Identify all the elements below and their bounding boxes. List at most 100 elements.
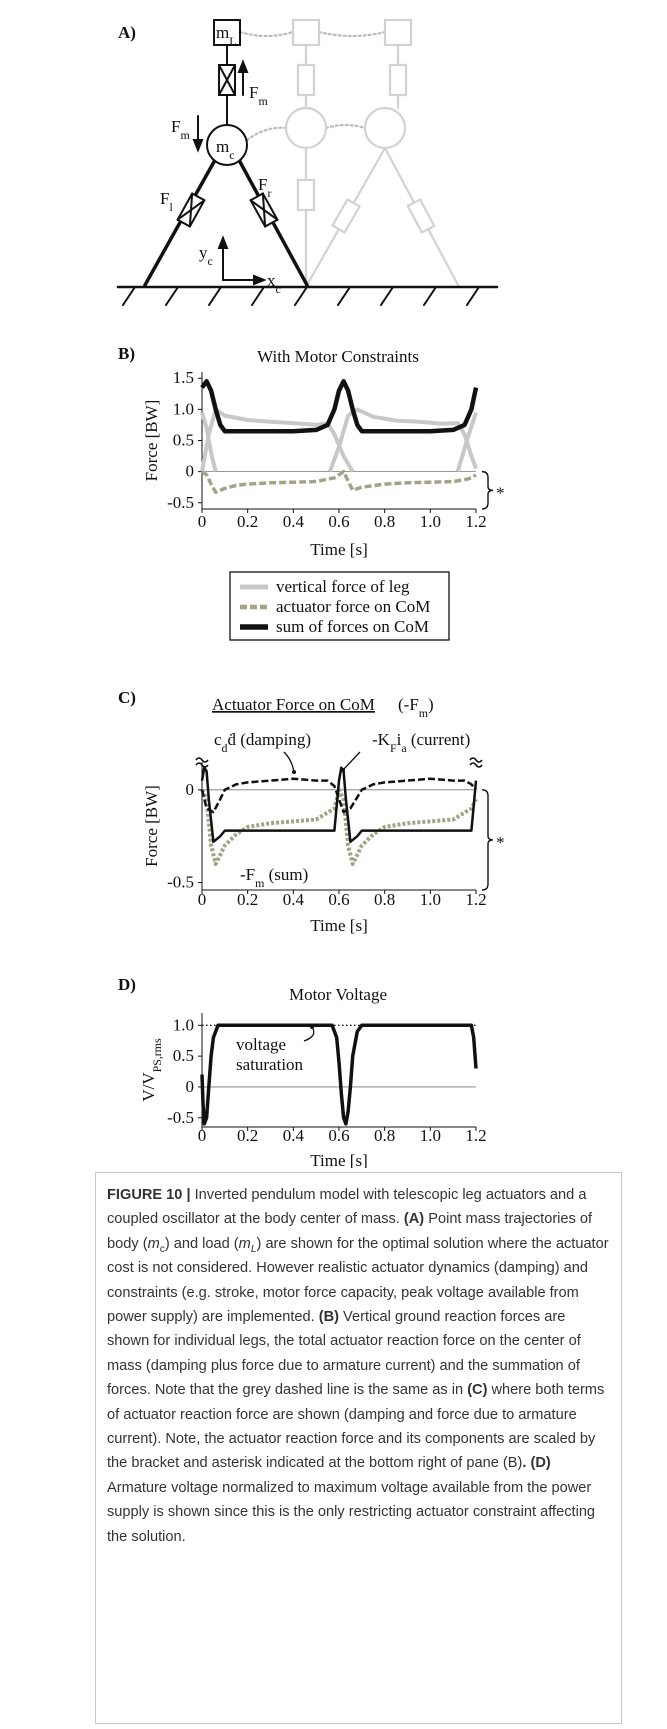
annotation-subscript: a	[401, 741, 407, 755]
annotation-part: (current)	[407, 730, 471, 749]
y-axis-label: V/VPS,rms	[139, 1038, 164, 1102]
x-tick-label: 0.8	[374, 1126, 395, 1145]
force-label: Fm	[249, 83, 268, 108]
annotation: cdḋ (damping)	[214, 730, 311, 755]
force-label: Fm	[171, 117, 190, 142]
bracket-label: *	[496, 833, 505, 852]
panel-label: A)	[118, 23, 136, 42]
axis-label-subscript: c	[276, 282, 281, 296]
caption-text: Point mass trajectories of body (	[107, 1211, 593, 1252]
x-tick-label: 1.2	[465, 512, 486, 531]
force-label: Fl	[160, 189, 173, 214]
x-tick-label: 0.6	[328, 512, 349, 531]
force-label-part: F	[171, 117, 180, 136]
annotation-part: -F	[240, 865, 255, 884]
chart-title: Actuator Force on CoM	[212, 695, 375, 714]
y-axis-label-subscript: PS,rms	[150, 1038, 164, 1072]
annotation-subscript: d	[222, 741, 228, 755]
annotation-part: i	[397, 730, 402, 749]
series-line	[201, 469, 477, 494]
annotation: -Fm (sum)	[240, 865, 308, 890]
x-tick-label: 0.4	[283, 512, 305, 531]
annotation-part: ḋ (damping)	[228, 730, 312, 749]
figure-caption: FIGURE 10 | Inverted pendulum model with…	[95, 1172, 622, 1724]
caption-text: m	[147, 1235, 160, 1252]
mass-label: mL	[216, 23, 237, 48]
x-tick-label: 0.4	[283, 1126, 305, 1145]
y-tick-label: -0.5	[167, 1108, 194, 1127]
y-tick-label: 1.0	[173, 1015, 194, 1034]
legend-label: vertical force of leg	[276, 577, 410, 596]
legend-label: actuator force on CoM	[276, 597, 430, 616]
annotation: saturation	[236, 1055, 304, 1074]
axis-break	[195, 757, 209, 768]
scale-bracket	[481, 789, 494, 891]
y-tick-label: 0	[186, 462, 195, 481]
chart-title-note: (-Fm)	[398, 695, 434, 720]
legend-label: sum of forces on CoM	[276, 617, 429, 636]
force-label-subscript: l	[169, 200, 173, 214]
caption-text: FIGURE 10 |	[107, 1187, 191, 1203]
chart-title-note-subscript: m	[419, 706, 429, 720]
caption-text: Armature voltage normalized to maximum v…	[107, 1479, 596, 1545]
x-tick-label: 0.4	[283, 890, 305, 909]
annotation: voltage	[236, 1035, 286, 1054]
caption-text: c	[159, 1243, 165, 1255]
panel-label: C)	[118, 688, 136, 707]
x-tick-label: 0.8	[374, 512, 395, 531]
force-label-part: F	[249, 83, 258, 102]
caption-text: Vertical ground reaction forces are show…	[107, 1309, 581, 1399]
axis-label-part: y	[199, 243, 208, 262]
y-tick-label: 0	[186, 1077, 195, 1096]
force-label-subscript: m	[180, 128, 190, 142]
caption-text: where both terms of actuator reaction fo…	[107, 1382, 605, 1472]
x-tick-label: 0.6	[328, 1126, 349, 1145]
series-line	[200, 407, 478, 473]
y-tick-label: 0.5	[173, 431, 194, 450]
x-axis-label: Time [s]	[310, 916, 367, 935]
chart-title-note-part: )	[428, 695, 434, 714]
x-tick-label: 0.6	[328, 890, 349, 909]
series-line	[200, 1023, 478, 1126]
annotation-arrow	[303, 1026, 315, 1042]
annotation-subscript: m	[255, 876, 265, 890]
annotation-arrow	[342, 751, 361, 771]
x-axis-label: Time [s]	[310, 540, 367, 559]
y-tick-label: 0	[186, 780, 195, 799]
mass-label-part: m	[216, 137, 229, 156]
force-label-subscript: m	[258, 94, 268, 108]
chart-title: Motor Voltage	[289, 985, 387, 1004]
y-tick-label: -0.5	[167, 493, 194, 512]
mass-label-part: m	[216, 23, 229, 42]
mass-label: mc	[216, 137, 235, 162]
pendulum-diagram	[116, 18, 499, 306]
axis-label-part: x	[267, 271, 276, 290]
x-tick-label: 1.0	[420, 890, 441, 909]
panel-label: D)	[118, 975, 136, 994]
caption-text: (C)	[467, 1382, 488, 1399]
panel-label: B)	[118, 344, 135, 363]
x-tick-label: 0.2	[237, 512, 258, 531]
mass-label-subscript: L	[229, 34, 236, 48]
chart-title: With Motor Constraints	[257, 347, 419, 366]
caption-text: L	[250, 1243, 257, 1255]
x-tick-label: 1.0	[420, 1126, 441, 1145]
caption-text: m	[238, 1235, 251, 1252]
x-tick-label: 0	[198, 890, 207, 909]
x-axis-label: Time [s]	[310, 1151, 367, 1168]
arrow-head	[292, 770, 296, 774]
axis-label-subscript: c	[208, 254, 213, 268]
y-tick-label: -0.5	[167, 873, 194, 892]
annotation-subscript: F	[390, 741, 397, 755]
y-tick-label: 0.5	[173, 1046, 194, 1065]
force-label-part: F	[160, 189, 169, 208]
y-axis-label: Force [BW]	[142, 785, 161, 867]
caption-text: . (D)	[522, 1455, 551, 1472]
force-label-part: F	[258, 175, 267, 194]
force-label-subscript: r	[267, 186, 271, 200]
series-line	[200, 766, 478, 844]
y-axis-label-part: V/V	[139, 1072, 158, 1102]
annotation-part: c	[214, 730, 222, 749]
x-tick-label: 0	[198, 1126, 207, 1145]
scale-bracket	[481, 470, 494, 510]
